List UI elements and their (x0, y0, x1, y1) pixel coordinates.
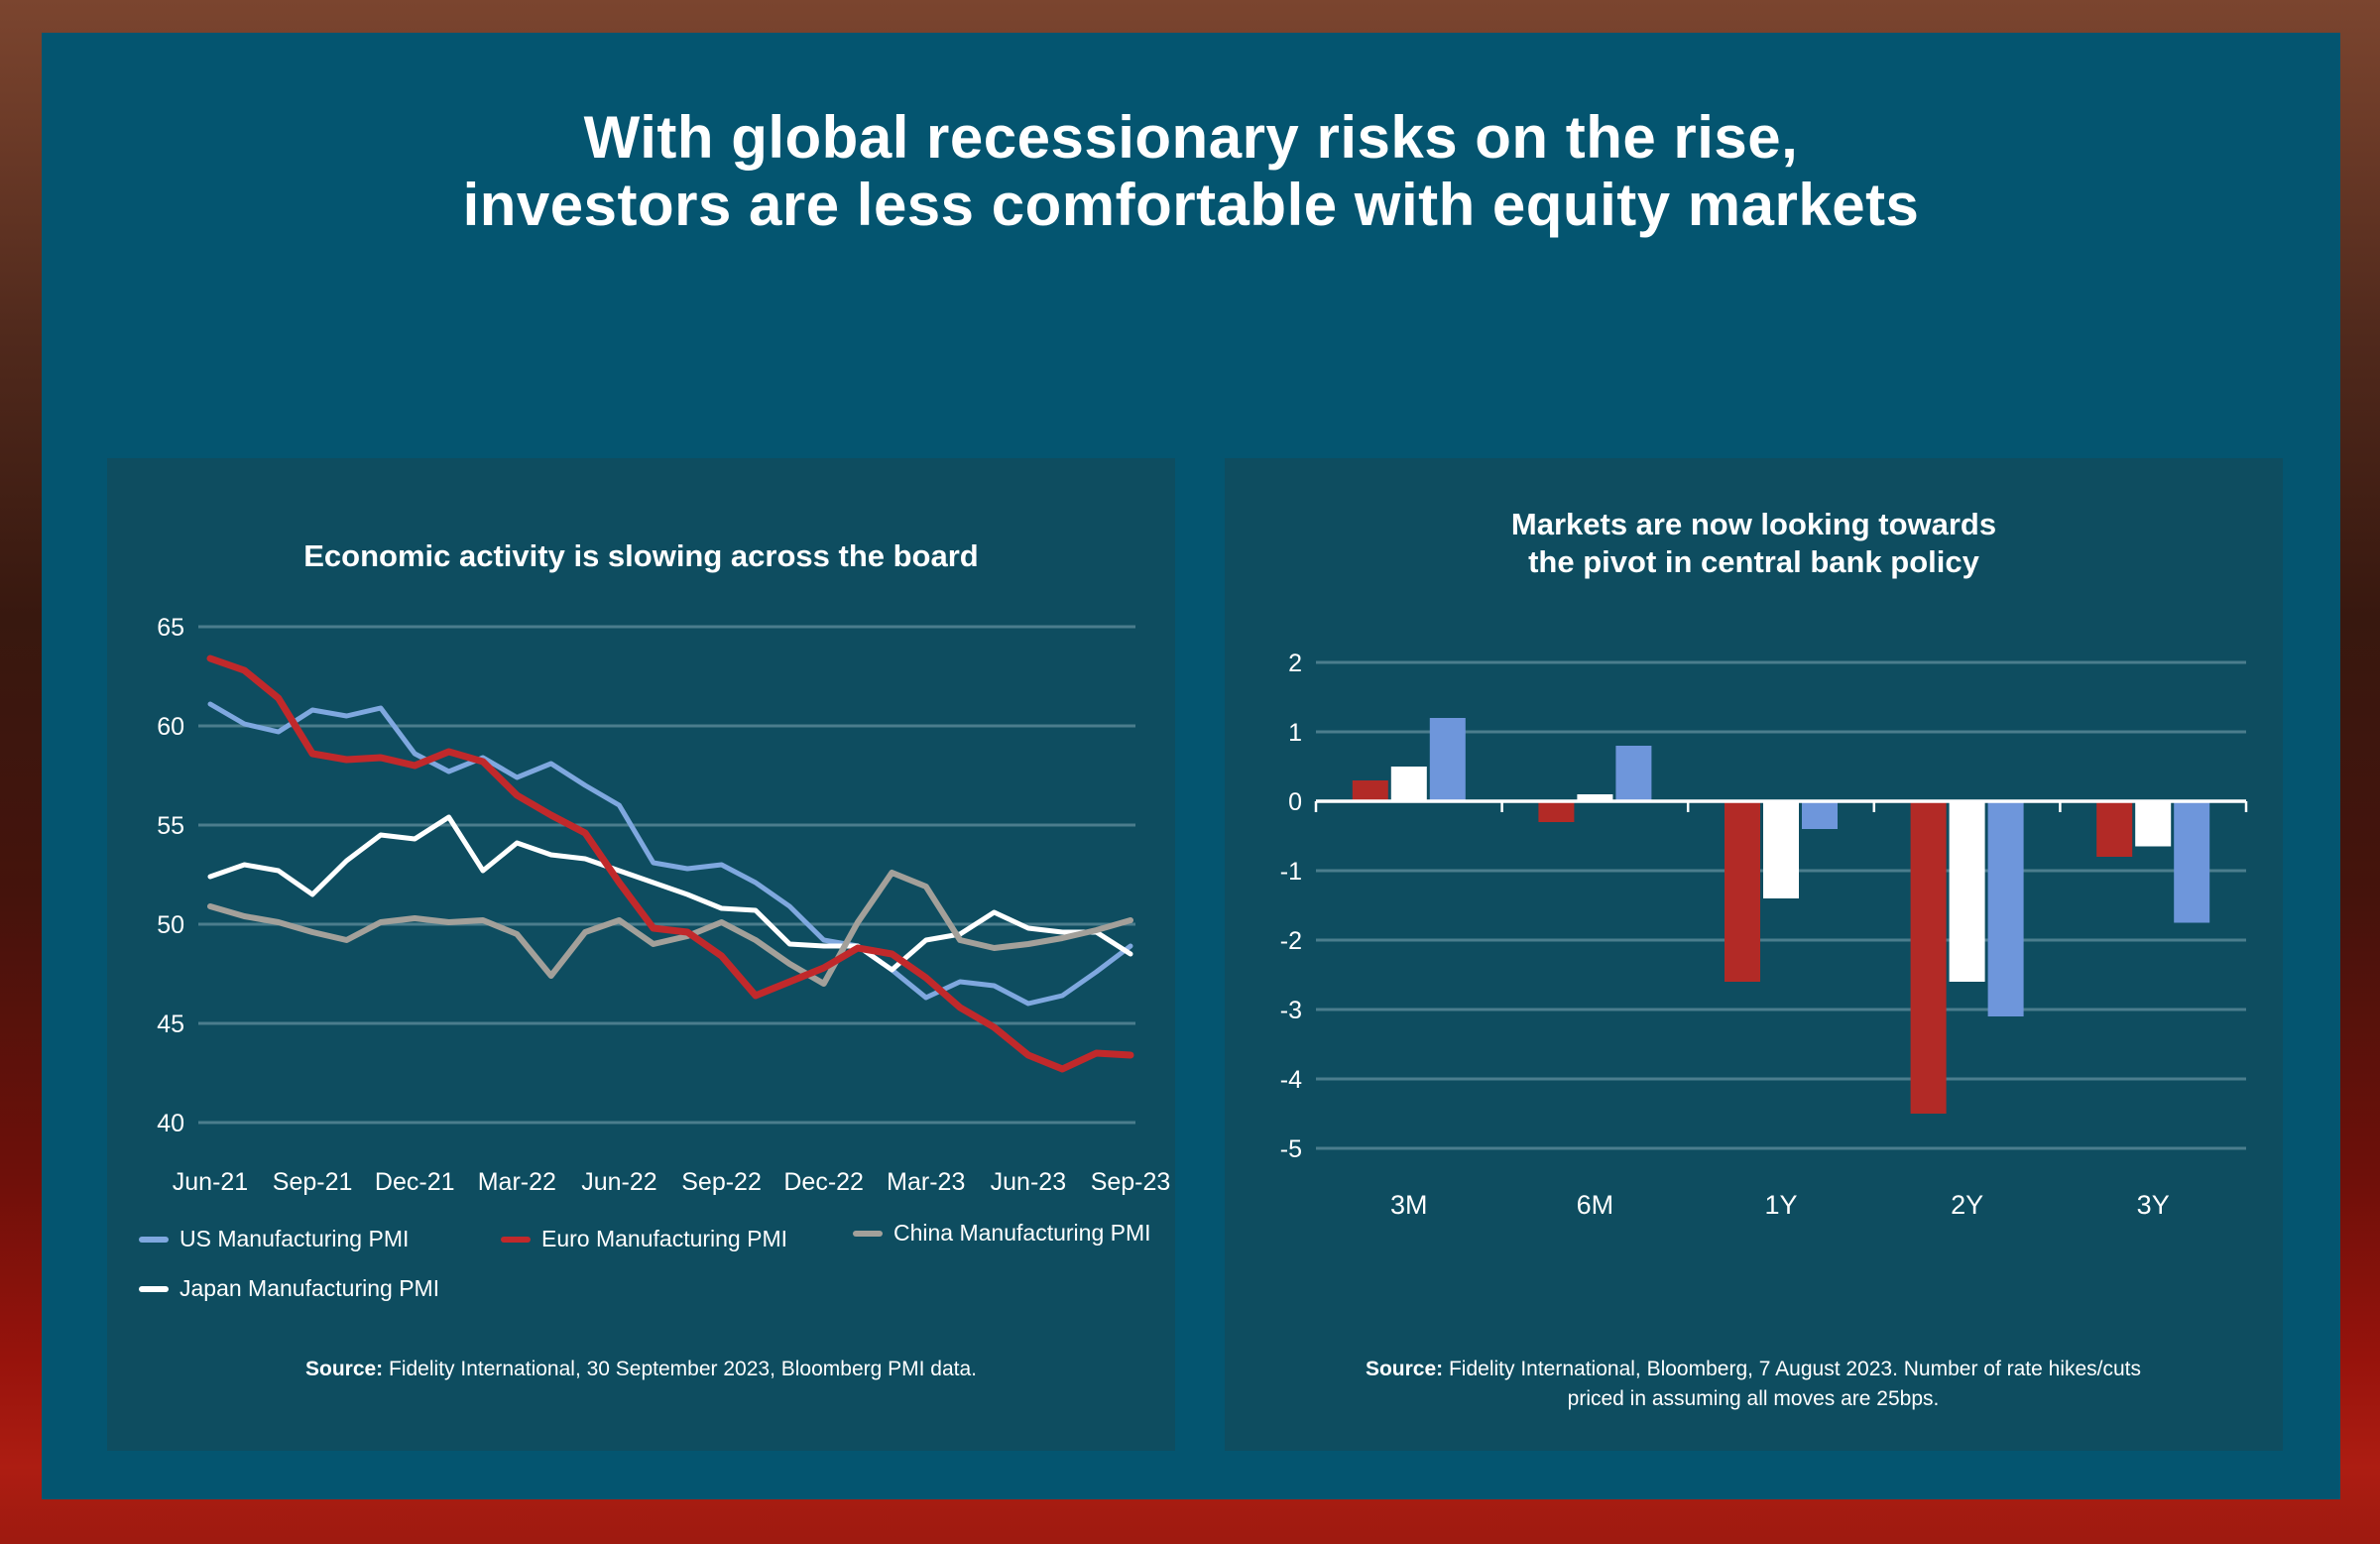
bar-6M-series-red (1538, 801, 1575, 822)
bar-6M-series-white (1577, 794, 1613, 801)
euro-manufacturing-pmi-line (206, 654, 1134, 1073)
source-label: Source: (304, 1358, 384, 1380)
x-tick-label: Sep-23 (1091, 1168, 1171, 1196)
legend-item-japan: Japan Manufacturing PMI (139, 1275, 439, 1302)
bar-chart-title: Markets are now looking towards the pivo… (1225, 506, 2283, 581)
x-tick-label: Mar-23 (887, 1168, 965, 1196)
x-category-label: 3Y (2137, 1190, 2170, 1220)
source-text: Fidelity International, Bloomberg, 7 Aug… (1443, 1358, 2142, 1410)
bar-2Y-series-blue (1987, 801, 2024, 1016)
x-category-label: 6M (1577, 1190, 1614, 1220)
bar-chart-source: Source: Fidelity International, Bloomber… (1357, 1355, 2150, 1414)
legend-item-us: US Manufacturing PMI (139, 1226, 409, 1252)
x-tick-label: Jun-23 (991, 1168, 1066, 1196)
china-manufacturing-pmi-line (207, 870, 1133, 987)
y-tick-label: 65 (157, 614, 184, 642)
bar-3Y-series-white (2135, 801, 2172, 847)
bar-1Y-series-blue (1802, 801, 1838, 829)
x-tick-label: Mar-22 (478, 1168, 556, 1196)
bar-chart-title-line1: Markets are now looking towards (1510, 507, 1997, 541)
bar-2Y-series-red (1910, 801, 1947, 1114)
y-tick-label: 40 (157, 1110, 184, 1137)
y-tick-label: 50 (157, 911, 184, 939)
line-chart-title: Economic activity is slowing across the … (303, 538, 979, 573)
euro-legend-dash-icon (501, 1236, 531, 1243)
legend-label-china: China Manufacturing PMI (893, 1220, 1151, 1246)
source-label: Source: (1365, 1358, 1444, 1380)
legend-label-japan: Japan Manufacturing PMI (179, 1275, 440, 1301)
x-tick-label: Jun-22 (581, 1168, 656, 1196)
source-text: Fidelity International, 30 September 202… (383, 1358, 978, 1380)
bar-1Y-series-red (1725, 801, 1760, 982)
bar-3M-series-red (1352, 780, 1388, 801)
y-tick-label: 55 (157, 812, 184, 840)
line-chart-source: Source: Fidelity International, 30 Septe… (107, 1355, 1175, 1384)
bar-6M-series-blue (1615, 746, 1652, 801)
x-category-label: 2Y (1951, 1190, 1983, 1220)
pmi-line-chart-panel: Economic activity is slowing across the … (107, 458, 1175, 1451)
legend-item-euro: Euro Manufacturing PMI (501, 1226, 787, 1252)
slide-title-line1: With global recessionary risks on the ri… (583, 104, 1799, 171)
y-tick-label: 45 (157, 1010, 184, 1038)
china-legend-dash-icon (853, 1230, 883, 1237)
legend-label-us: US Manufacturing PMI (179, 1226, 410, 1251)
x-category-label: 1Y (1764, 1190, 1797, 1220)
us-legend-dash-icon (139, 1236, 169, 1243)
bar-chart-title-line2: the pivot in central bank policy (1528, 544, 1979, 579)
x-tick-label: Sep-22 (681, 1168, 762, 1196)
bar-3Y-series-red (2096, 801, 2133, 857)
bar-3Y-series-blue (2174, 801, 2210, 923)
legend-item-china: China Manufacturing PMI (853, 1220, 1151, 1247)
x-tick-label: Dec-22 (783, 1168, 864, 1196)
bar-3M-series-blue (1429, 718, 1466, 801)
legend-label-euro: Euro Manufacturing PMI (541, 1226, 788, 1251)
rate-bar-chart: 2 1 0 -1 -2 -3 -4 -5 3M 6M 1Y 2Y 3Y (1280, 650, 2248, 1220)
slide: With global recessionary risks on the ri… (42, 33, 2340, 1499)
y-tick-label: 1 (1288, 719, 1302, 747)
bar-1Y-series-white (1763, 801, 1799, 898)
x-tick-label: Jun-21 (173, 1168, 248, 1196)
slide-title: With global recessionary risks on the ri… (42, 104, 2340, 239)
bar-3M-series-white (1390, 767, 1427, 801)
japan-manufacturing-pmi-line (207, 814, 1133, 973)
us-manufacturing-pmi-line (207, 701, 1133, 1007)
japan-legend-dash-icon (139, 1285, 169, 1292)
y-tick-label: -4 (1280, 1066, 1302, 1094)
y-tick-label: 0 (1288, 788, 1302, 816)
y-tick-label: -3 (1280, 997, 1302, 1024)
slide-title-line2: investors are less comfortable with equi… (462, 172, 1920, 238)
bar-2Y-series-white (1949, 801, 1985, 982)
y-tick-label: -1 (1280, 858, 1302, 886)
rate-bar-chart-panel: Markets are now looking towards the pivo… (1225, 458, 2283, 1451)
y-tick-label: 60 (157, 713, 184, 741)
y-tick-label: -5 (1280, 1135, 1302, 1163)
pmi-line-chart: 65 60 55 50 45 40 Jun-21 Sep-21 Dec-21 Mar-22 Jun-… (157, 614, 1171, 1196)
y-tick-label: -2 (1280, 927, 1302, 955)
x-tick-label: Sep-21 (273, 1168, 353, 1196)
x-category-label: 3M (1390, 1190, 1428, 1220)
x-tick-label: Dec-21 (375, 1168, 455, 1196)
y-tick-label: 2 (1288, 650, 1302, 677)
